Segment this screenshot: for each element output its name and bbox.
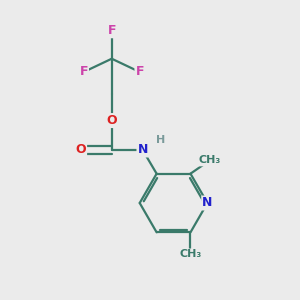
Text: F: F [80,65,88,79]
Text: N: N [202,196,213,209]
Text: F: F [135,65,144,79]
Text: H: H [156,135,165,145]
Text: CH₃: CH₃ [179,249,202,260]
Text: O: O [76,143,86,157]
Text: O: O [106,114,117,127]
Text: CH₃: CH₃ [199,155,221,165]
Text: N: N [137,143,148,157]
Text: F: F [107,24,116,37]
